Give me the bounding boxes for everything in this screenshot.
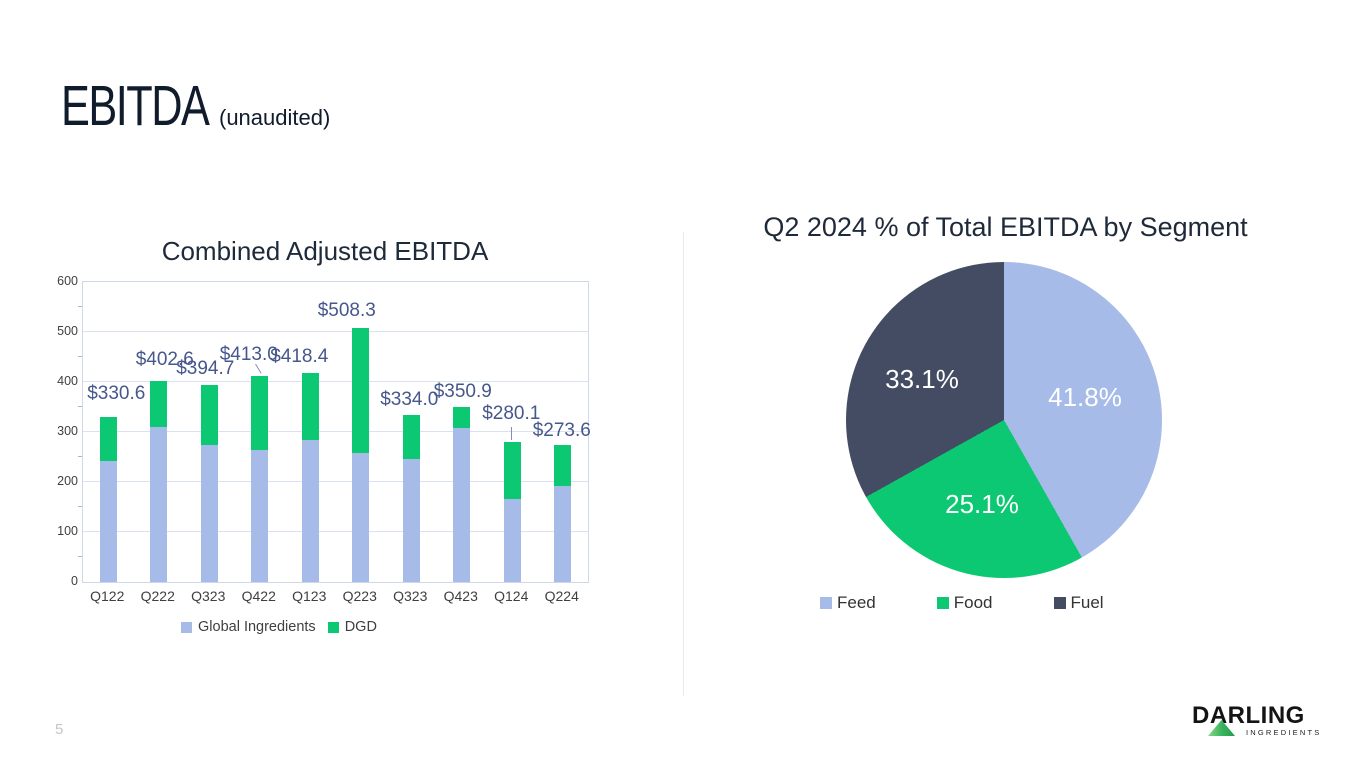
bar-total-label: $350.9 — [433, 380, 492, 402]
legend-label: Food — [953, 593, 993, 612]
bar-segment-global-ingredients — [200, 445, 218, 582]
bar-segment-dgd — [402, 415, 420, 459]
pie-chart-title: Q2 2024 % of Total EBITDA by Segment — [763, 212, 1248, 242]
y-axis-tick-label: 100 — [57, 524, 78, 538]
y-axis-minor-tick — [78, 406, 82, 407]
bar-segment-dgd — [503, 441, 521, 500]
logo-brand-text: DARLING — [1192, 702, 1305, 729]
bar-segment-dgd — [150, 380, 168, 427]
bar-total-label: $418.4 — [270, 345, 329, 367]
gridline — [83, 531, 588, 532]
bar-segment-dgd — [453, 406, 471, 428]
legend-item: Global Ingredients — [181, 619, 316, 635]
bar-segment-global-ingredients — [352, 452, 370, 582]
y-axis-minor-tick — [78, 356, 82, 357]
bar-chart-plot-area — [82, 281, 589, 583]
x-axis-tick-label: Q122 — [90, 588, 125, 604]
legend-label: Fuel — [1070, 593, 1104, 612]
legend-label: DGD — [344, 619, 377, 635]
bar-total-label: $273.6 — [532, 420, 591, 442]
bar-segment-global-ingredients — [402, 459, 420, 582]
bar-segment-dgd — [99, 416, 117, 461]
bar-chart-legend: Global Ingredients DGD — [181, 619, 377, 635]
x-axis-tick-label: Q222 — [140, 588, 175, 604]
x-axis-tick-label: Q422 — [241, 588, 276, 604]
bar-total-label: $394.7 — [176, 357, 235, 379]
x-axis-tick-label: Q124 — [494, 588, 529, 604]
vertical-divider — [683, 232, 684, 696]
x-axis-tick-label: Q223 — [342, 588, 377, 604]
gridline — [83, 431, 588, 432]
y-axis-tick-label: 500 — [57, 324, 78, 338]
bar-segment-dgd — [554, 445, 572, 486]
gridline — [83, 381, 588, 382]
y-axis-minor-tick — [78, 306, 82, 307]
bar-segment-dgd — [251, 375, 269, 450]
bar-segment-global-ingredients — [453, 427, 471, 582]
bar-segment-dgd — [352, 327, 370, 453]
y-axis-tick-label: 600 — [57, 274, 78, 288]
page-number: 5 — [55, 721, 64, 738]
bar-segment-global-ingredients — [150, 427, 168, 582]
legend-swatch — [936, 597, 949, 609]
bar-segment-global-ingredients — [99, 461, 117, 582]
slide-title-text: EBITDA — [61, 74, 210, 138]
bar-total-label: $402.6 — [135, 348, 194, 370]
bar-total-label: $280.1 — [482, 402, 541, 424]
bar-chart-title: Combined Adjusted EBITDA — [161, 236, 489, 266]
slide-title: EBITDA (unaudited) — [61, 74, 330, 138]
legend-swatch — [181, 621, 192, 633]
y-axis-minor-tick — [78, 456, 82, 457]
bar-segment-global-ingredients — [503, 499, 521, 582]
gridline — [83, 481, 588, 482]
y-axis-tick-label: 400 — [57, 374, 78, 388]
bar-total-label: $508.3 — [317, 299, 376, 321]
bar-total-label: $330.6 — [87, 382, 146, 404]
bar-segment-global-ingredients — [554, 485, 572, 582]
pie-chart-legend: Feed Food Fuel — [820, 593, 1104, 613]
legend-item: Feed — [820, 593, 876, 613]
bar-segment-dgd — [301, 372, 319, 440]
x-axis-tick-label: Q123 — [292, 588, 327, 604]
pie-slice-label: 25.1% — [945, 489, 1019, 519]
x-axis-tick-label: Q323 — [191, 588, 226, 604]
x-axis-tick-label: Q224 — [544, 588, 579, 604]
pie-chart — [846, 262, 1162, 578]
x-axis-tick-label: Q423 — [443, 588, 478, 604]
y-axis-tick-label: 300 — [57, 424, 78, 438]
legend-item: Fuel — [1053, 593, 1104, 613]
legend-item: DGD — [327, 619, 377, 635]
legend-label: Global Ingredients — [198, 619, 316, 635]
y-axis-minor-tick — [78, 506, 82, 507]
x-axis-tick-label: Q323 — [393, 588, 428, 604]
slide-title-suffix: (unaudited) — [219, 105, 331, 130]
pie-slice-label: 41.8% — [1048, 382, 1122, 412]
data-label-leader-line — [511, 426, 513, 440]
logo-triangle-icon — [1208, 720, 1235, 736]
logo-sub-brand-text: INGREDIENTS — [1246, 728, 1322, 737]
y-axis-tick-label: 0 — [71, 574, 78, 588]
bar-total-label: $413.0 — [219, 343, 278, 365]
bar-segment-global-ingredients — [251, 450, 269, 582]
legend-swatch — [1053, 597, 1066, 609]
legend-swatch — [820, 597, 832, 609]
legend-item: Food — [936, 593, 993, 613]
y-axis-minor-tick — [78, 556, 82, 557]
legend-swatch — [327, 621, 339, 633]
company-logo: DARLING INGREDIENTS — [1192, 704, 1322, 749]
gridline — [83, 331, 588, 332]
bar-segment-dgd — [200, 384, 218, 445]
pie-slice-label: 33.1% — [885, 364, 959, 394]
bar-segment-global-ingredients — [301, 440, 319, 582]
bar-total-label: $334.0 — [380, 389, 439, 410]
legend-label: Feed — [837, 593, 876, 612]
y-axis-tick-label: 200 — [57, 474, 78, 488]
